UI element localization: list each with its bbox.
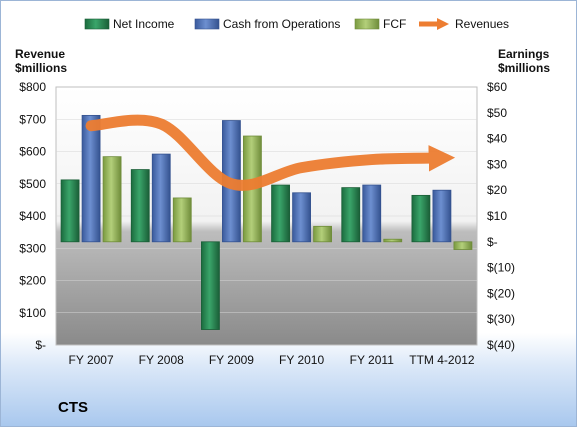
left-tick-label: $300 <box>19 241 46 255</box>
right-tick-label: $(10) <box>487 261 515 275</box>
bar-cash-from-operations <box>151 153 171 243</box>
bar-fcf <box>453 241 473 250</box>
x-tick-label: FY 2007 <box>69 353 114 367</box>
right-tick-label: $30 <box>487 157 507 171</box>
left-axis-title-line-1: Revenue <box>15 47 65 61</box>
left-tick-label: $- <box>35 338 46 352</box>
left-tick-label: $400 <box>19 209 46 223</box>
legend-swatch-cash-from-operations <box>194 18 220 30</box>
x-axis-ticks: FY 2007 FY 2008 FY 2009 FY 2010 FY 2011 TTM 4… <box>69 353 475 367</box>
bar-fcf <box>102 156 122 243</box>
right-tick-label: $- <box>487 235 498 249</box>
legend: Net Income Cash from Operations FCF Reve… <box>84 17 509 31</box>
right-tick-label: $60 <box>487 80 507 94</box>
legend-label-fcf: FCF <box>383 17 406 31</box>
legend-swatch-fcf <box>354 18 380 30</box>
bar-net-income <box>271 184 290 243</box>
left-tick-label: $500 <box>19 177 46 191</box>
bar-net-income <box>130 169 150 243</box>
left-tick-label: $700 <box>19 112 46 126</box>
legend-label-net-income: Net Income <box>113 17 175 31</box>
revenue-line <box>85 114 456 191</box>
left-axis-title-line-2: $millions <box>15 61 67 75</box>
bar-cash-from-operations <box>432 189 452 243</box>
right-tick-label: $50 <box>487 106 507 120</box>
left-tick-label: $800 <box>19 80 46 94</box>
revenue-line-path <box>85 114 456 191</box>
bar-net-income <box>341 187 361 243</box>
x-tick-label: FY 2009 <box>209 353 254 367</box>
right-tick-label: $20 <box>487 183 507 197</box>
right-tick-label: $(20) <box>487 286 515 300</box>
legend-swatch-net-income <box>84 18 110 30</box>
bar-net-income <box>411 194 431 243</box>
left-axis-ticks: $- $100 $200 $300 $400 $500 $600 $700 $800 <box>19 80 46 352</box>
bar-series <box>60 114 473 330</box>
right-tick-label: $10 <box>487 209 507 223</box>
right-axis-title-line-2: $millions <box>498 61 550 75</box>
right-axis-ticks: $(40) $(30) $(20) $(10) $- $10 $20 $30 $40 $50 $60 <box>487 80 515 352</box>
bar-cash-from-operations <box>292 192 311 243</box>
x-tick-label: TTM 4-2012 <box>409 353 475 367</box>
bar-net-income <box>60 179 80 243</box>
bar-fcf <box>172 197 192 243</box>
legend-label-cash-from-operations: Cash from Operations <box>223 17 340 31</box>
x-tick-label: FY 2010 <box>279 353 324 367</box>
right-tick-label: $(30) <box>487 312 515 326</box>
left-tick-label: $600 <box>19 145 46 159</box>
bar-fcf <box>383 238 403 243</box>
bar-net-income <box>201 241 220 330</box>
bar-fcf <box>313 225 332 243</box>
left-tick-label: $100 <box>19 306 46 320</box>
legend-label-revenues: Revenues <box>455 17 509 31</box>
left-tick-label: $200 <box>19 274 46 288</box>
x-tick-label: FY 2008 <box>139 353 184 367</box>
x-tick-label: FY 2011 <box>350 353 395 367</box>
right-tick-label: $(40) <box>487 338 515 352</box>
right-axis-title-line-1: Earnings <box>498 47 550 61</box>
right-tick-label: $40 <box>487 132 507 146</box>
bar-cash-from-operations <box>81 114 101 243</box>
company-label: CTS <box>58 399 88 416</box>
bar-cash-from-operations <box>362 184 382 243</box>
